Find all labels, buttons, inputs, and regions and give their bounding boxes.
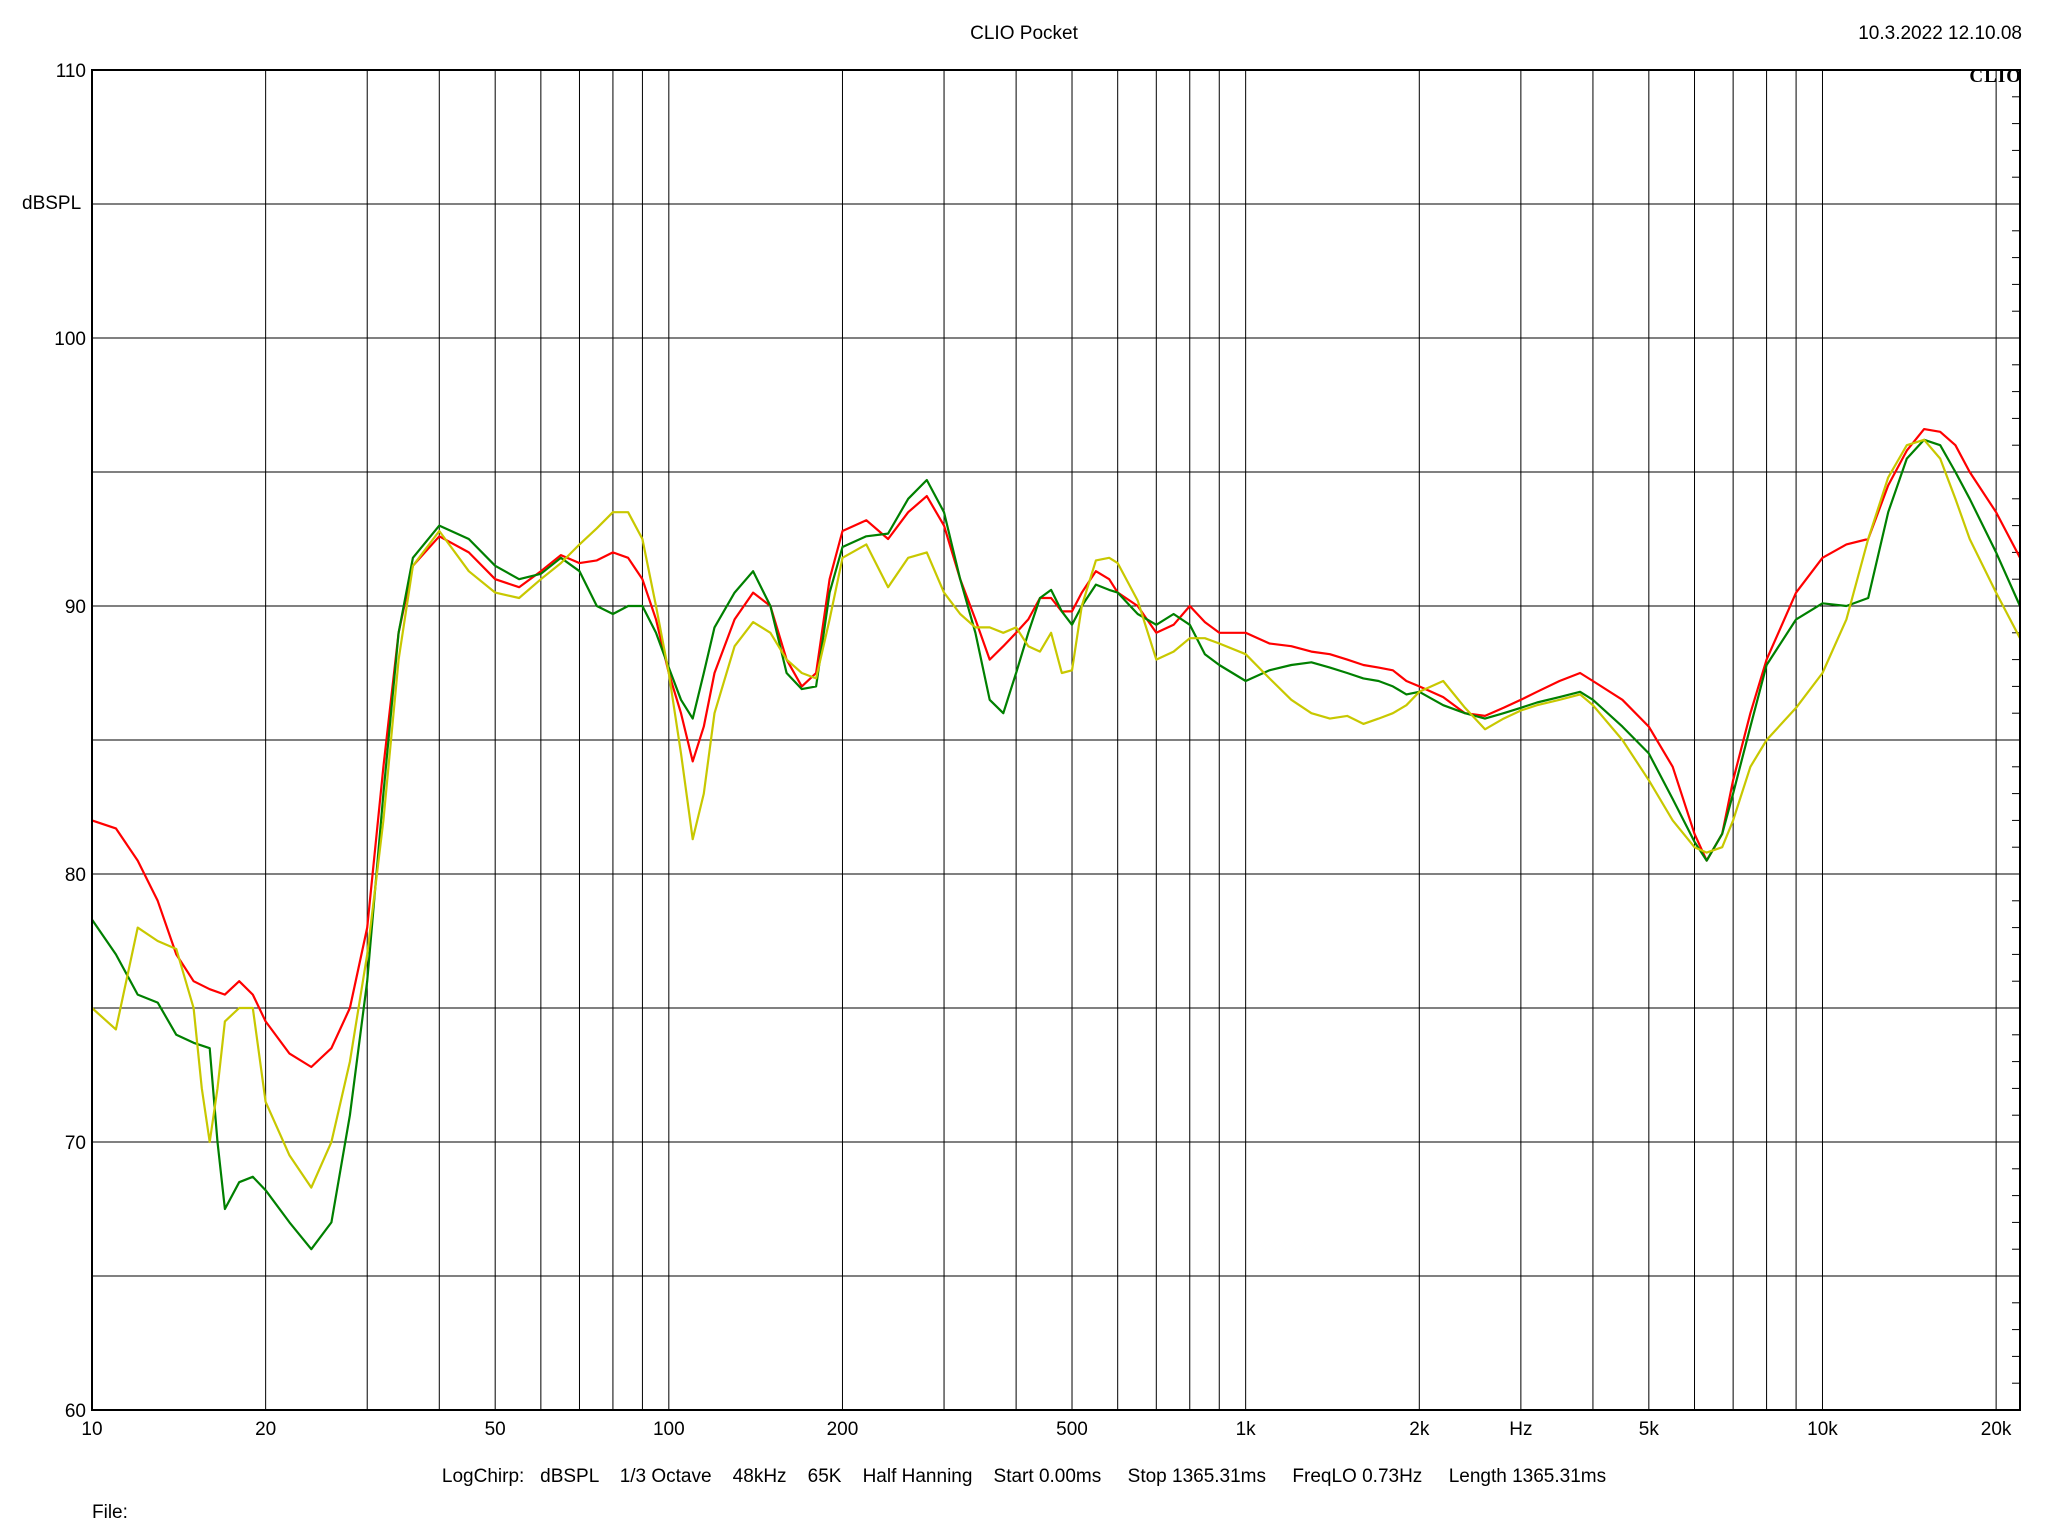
y-tick-labels: 60 70 80 90 100 110 (54, 61, 86, 1422)
x-tick-label: 20k (1981, 1419, 2012, 1440)
y-tick-label: 80 (65, 865, 86, 886)
chart-title: CLIO Pocket (970, 23, 1078, 44)
brand-logo: CLIO (1969, 66, 2022, 87)
measurement-params: LogChirp: dBSPL 1/3 Octave 48kHz 65K Hal… (441, 1466, 1607, 1487)
y-tick-label: 110 (56, 61, 86, 82)
grid (92, 69, 2020, 1411)
series-line-2 (91, 438, 2022, 1251)
y-axis-label: dBSPL (22, 193, 82, 214)
x-tick-label: 100 (653, 1419, 685, 1440)
y-tick-label: 90 (65, 597, 86, 618)
x-tick-label: 2k (1409, 1419, 1430, 1440)
y-tick-label: 60 (65, 1401, 86, 1422)
x-tick-labels: 10 20 50 100 200 500 1k 2k 5k 10k 20k Hz (81, 1419, 2012, 1440)
x-tick-label: 10 (81, 1419, 102, 1440)
series-lines (91, 428, 2022, 1251)
x-tick-label: 50 (485, 1419, 506, 1440)
series-line-3 (91, 438, 2021, 1189)
x-tick-label: 5k (1639, 1419, 1660, 1440)
timestamp: 10.3.2022 12.10.08 (1858, 23, 2022, 44)
series-line-1 (91, 428, 2021, 1069)
x-tick-label: 500 (1056, 1419, 1088, 1440)
x-tick-label: 200 (827, 1419, 859, 1440)
x-tick-label: 10k (1807, 1419, 1838, 1440)
plot-frame (91, 69, 2021, 1411)
file-label: File: (92, 1502, 128, 1523)
y-tick-label: 100 (54, 329, 86, 350)
y-tick-label: 70 (65, 1133, 86, 1154)
x-tick-label: 20 (255, 1419, 276, 1440)
x-axis-unit-label: Hz (1509, 1419, 1532, 1440)
x-tick-label: 1k (1236, 1419, 1257, 1440)
